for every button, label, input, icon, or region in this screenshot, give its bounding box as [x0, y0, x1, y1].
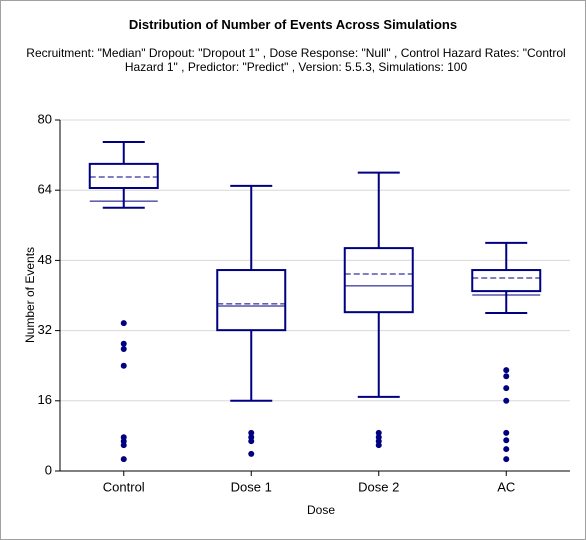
outlier: [120, 362, 127, 369]
y-tick-label: 32: [38, 322, 52, 337]
outlier: [503, 437, 510, 444]
outlier: [248, 429, 255, 436]
outlier: [248, 438, 255, 445]
box: [343, 247, 414, 314]
outlier: [375, 429, 382, 436]
outlier: [375, 442, 382, 449]
box: [88, 162, 159, 190]
outlier: [248, 450, 255, 457]
outlier: [503, 446, 510, 453]
outlier: [120, 320, 127, 327]
outlier: [120, 346, 127, 353]
outlier: [120, 442, 127, 449]
chart-subtitle: Recruitment: "Median" Dropout: "Dropout …: [26, 46, 566, 74]
outlier: [503, 456, 510, 463]
outlier: [503, 385, 510, 392]
x-tick-label: AC: [497, 479, 515, 494]
y-tick-label: 48: [38, 252, 52, 267]
x-tick-label: Dose 2: [358, 479, 399, 494]
x-axis-label: Dose: [307, 503, 335, 517]
y-tick-label: 64: [38, 182, 52, 197]
outlier: [503, 429, 510, 436]
outlier: [503, 367, 510, 374]
outlier: [120, 340, 127, 347]
y-axis-label: Number of Events: [23, 247, 37, 343]
y-tick-label: 0: [45, 462, 52, 477]
outlier: [503, 397, 510, 404]
chart-title: Distribution of Number of Events Across …: [128, 17, 458, 32]
box: [471, 269, 542, 293]
outlier: [120, 456, 127, 463]
y-tick-label: 80: [38, 111, 52, 126]
x-tick-label: Dose 1: [231, 479, 272, 494]
outlier: [503, 373, 510, 380]
x-tick-label: Control: [103, 479, 145, 494]
box: [216, 269, 287, 332]
y-tick-label: 16: [38, 392, 52, 407]
